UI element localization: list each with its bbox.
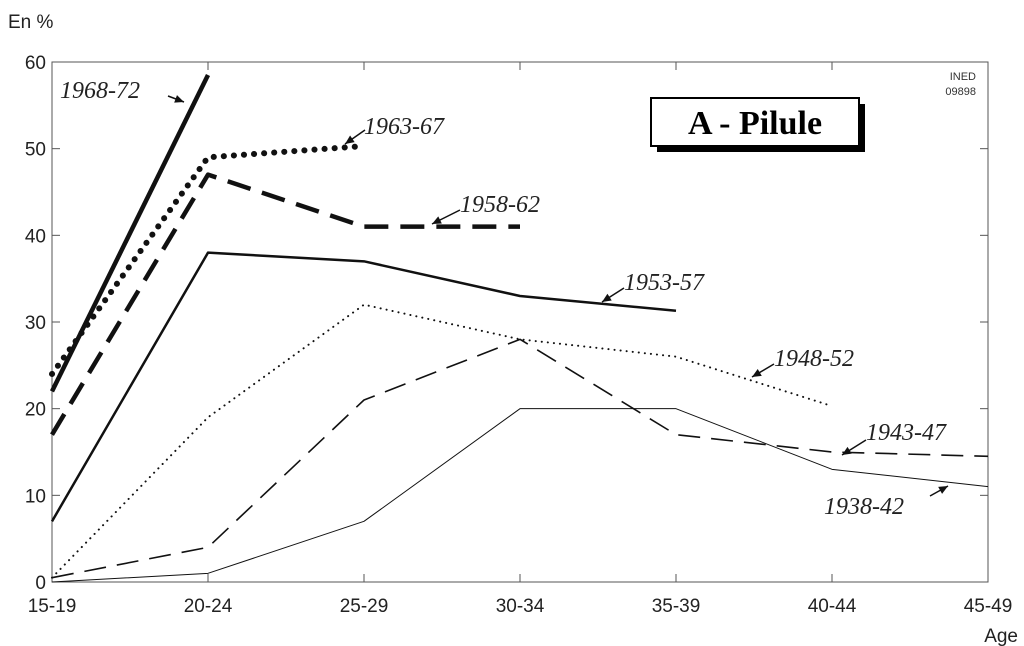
series-label-1948-52: 1948-52 — [774, 346, 854, 372]
x-axis: 15-19 20-24 25-29 30-34 35-39 40-44 45-49 — [28, 62, 1013, 617]
y-tick-label: 60 — [25, 53, 46, 74]
series-label-1958-62: 1958-62 — [460, 192, 540, 218]
label-arrowhead — [842, 446, 852, 455]
y-tick-label: 30 — [25, 313, 46, 334]
label-arrowhead — [938, 486, 948, 494]
series-line-1958-62 — [50, 172, 520, 436]
label-arrowhead — [752, 368, 762, 377]
label-arrowhead — [345, 135, 355, 144]
y-axis: 0 10 20 30 40 50 60 — [25, 53, 988, 594]
series-label-1938-42: 1938-42 — [824, 494, 904, 520]
chart-title: A - Pilule — [688, 105, 822, 142]
x-axis-title: Age — [984, 626, 1018, 646]
series-lines — [49, 74, 989, 583]
y-tick-label: 0 — [35, 573, 46, 594]
y-axis-title: En % — [8, 12, 54, 33]
y-tick-label: 10 — [25, 486, 46, 507]
label-arrowhead — [432, 216, 442, 224]
series-label-1963-67: 1963-67 — [364, 114, 445, 140]
x-tick-label: 15-19 — [28, 596, 77, 617]
series-line-1948-52 — [51, 303, 833, 579]
label-arrowhead — [602, 293, 612, 302]
x-tick-label: 25-29 — [340, 596, 389, 617]
x-tick-label: 40-44 — [808, 596, 857, 617]
series-line-1953-57 — [50, 251, 677, 522]
series-label-1968-72: 1968-72 — [60, 78, 140, 104]
y-tick-label: 40 — [25, 226, 46, 247]
x-tick-label: 45-49 — [964, 596, 1013, 617]
series-labels: 1968-72 1963-67 1958-62 1953-57 1948-52 1943-… — [60, 78, 949, 520]
series-line-1963-67 — [49, 143, 367, 377]
x-tick-label: 20-24 — [184, 596, 233, 617]
credit-line-1: INED — [950, 71, 976, 83]
y-tick-label: 50 — [25, 140, 46, 161]
series-line-1943-47 — [51, 338, 989, 579]
title-box: A - Pilule — [650, 97, 865, 152]
series-line-1938-42 — [51, 408, 989, 583]
series-label-1943-47: 1943-47 — [866, 420, 947, 446]
x-tick-label: 35-39 — [652, 596, 701, 617]
label-arrowhead — [174, 95, 184, 103]
series-label-1953-57: 1953-57 — [624, 270, 705, 296]
series-line-1968-72 — [49, 74, 211, 393]
credit-line-2: 09898 — [945, 86, 976, 98]
y-tick-label: 20 — [25, 400, 46, 421]
x-tick-label: 30-34 — [496, 596, 545, 617]
